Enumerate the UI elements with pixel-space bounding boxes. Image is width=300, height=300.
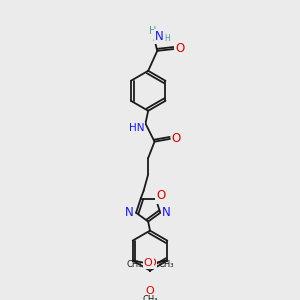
Text: N: N (162, 206, 171, 219)
Text: O: O (157, 189, 166, 202)
Text: O: O (172, 131, 181, 145)
Text: N: N (125, 206, 134, 219)
Text: H: H (164, 34, 170, 43)
Text: O: O (147, 258, 156, 268)
Text: CH₃: CH₃ (158, 260, 174, 269)
Text: H: H (149, 26, 156, 36)
Text: HN: HN (129, 123, 144, 133)
Text: O: O (175, 42, 184, 55)
Text: CH₃: CH₃ (142, 295, 158, 300)
Text: N: N (155, 30, 164, 43)
Text: CH₃: CH₃ (126, 260, 142, 269)
Text: O: O (144, 258, 153, 268)
Text: O: O (146, 286, 154, 296)
